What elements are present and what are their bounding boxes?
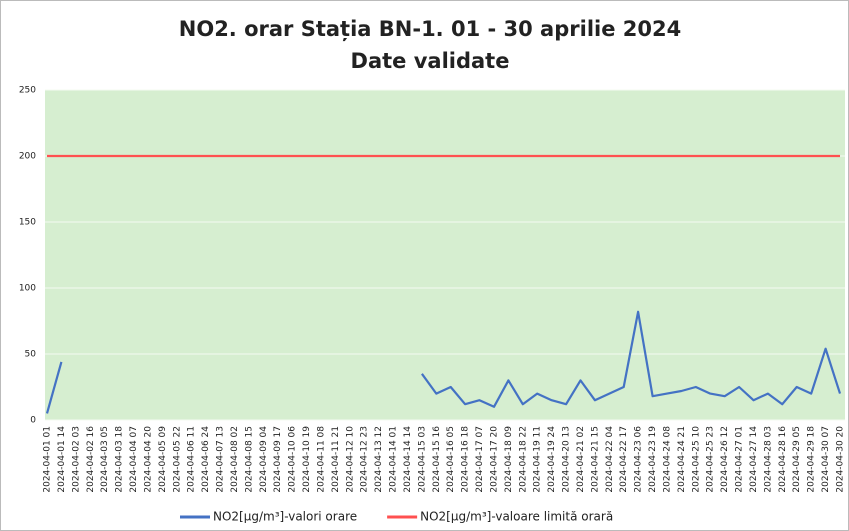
x-tick-label: 2024-04-30 07	[821, 426, 831, 493]
x-tick-label: 2024-04-15 03	[417, 426, 427, 493]
x-tick-label: 2024-04-21 15	[590, 426, 600, 493]
y-tick-label: 50	[25, 350, 37, 360]
x-tick-label: 2024-04-25 23	[706, 426, 716, 493]
x-tick-label: 2024-04-10 06	[288, 426, 298, 493]
x-tick-label: 2024-04-13 12	[374, 426, 384, 493]
x-tick-label: 2024-04-23 06	[634, 426, 644, 493]
x-tick-label: 2024-04-12 10	[345, 426, 355, 493]
y-tick-label: 200	[19, 152, 36, 162]
chart-title: NO2. orar Stația BN-1. 01 - 30 aprilie 2…	[179, 17, 681, 42]
x-tick-label: 2024-04-10 19	[302, 426, 312, 493]
x-tick-label: 2024-04-03 05	[100, 426, 110, 493]
x-tick-label: 2024-04-29 18	[807, 426, 817, 493]
x-tick-label: 2024-04-01 01	[43, 426, 53, 493]
data-line	[45, 361, 63, 414]
x-tick-label: 2024-04-19 24	[547, 426, 557, 493]
x-tick-label: 2024-04-06 11	[187, 426, 197, 493]
x-tick-label: 2024-04-29 05	[792, 426, 802, 493]
x-tick-label: 2024-04-27 14	[749, 426, 759, 493]
x-tick-label: 2024-04-11 21	[331, 426, 341, 493]
x-tick-label: 2024-04-18 09	[504, 426, 514, 493]
x-tick-label: 2024-04-21 02	[576, 426, 586, 493]
x-tick-label: 2024-04-04 20	[143, 426, 153, 493]
x-tick-label: 2024-04-09 17	[273, 426, 283, 493]
x-tick-label: 2024-04-28 03	[763, 426, 773, 493]
x-tick-label: 2024-04-09 04	[259, 426, 269, 493]
x-tick-label: 2024-04-05 09	[158, 426, 168, 493]
x-tick-label: 2024-04-12 23	[360, 426, 370, 493]
chart-subtitle: Date validate	[351, 49, 510, 73]
x-tick-label: 2024-04-16 18	[461, 426, 471, 493]
x-tick-label: 2024-04-19 11	[533, 426, 543, 493]
x-tick-label: 2024-04-20 13	[562, 426, 572, 493]
x-tick-label: 2024-04-22 04	[605, 426, 615, 493]
x-tick-label: 2024-04-27 01	[735, 426, 745, 493]
x-tick-label: 2024-04-22 17	[619, 426, 629, 493]
x-tick-label: 2024-04-06 24	[201, 426, 211, 493]
x-tick-label: 2024-04-11 08	[316, 426, 326, 493]
x-tick-label: 2024-04-23 19	[648, 426, 658, 493]
x-tick-label: 2024-04-18 22	[518, 426, 528, 493]
x-tick-label: 2024-04-30 20	[836, 426, 846, 493]
x-tick-label: 2024-04-17 07	[475, 426, 485, 493]
x-tick-label: 2024-04-08 15	[244, 426, 254, 493]
legend-label: NO2[µg/m³]-valoare limită orară	[420, 510, 613, 524]
legend-label: NO2[µg/m³]-valori orare	[213, 510, 357, 524]
x-tick-label: 2024-04-01 14	[57, 426, 67, 493]
x-tick-label: 2024-04-25 10	[691, 426, 701, 493]
x-tick-label: 2024-04-08 02	[230, 426, 240, 493]
x-tick-label: 2024-04-07 13	[216, 426, 226, 493]
x-tick-label: 2024-04-17 20	[489, 426, 499, 493]
x-tick-label: 2024-04-05 22	[172, 426, 182, 493]
y-tick-label: 250	[19, 86, 36, 96]
data-line	[421, 310, 842, 408]
y-tick-label: 150	[19, 218, 36, 228]
x-tick-label: 2024-04-03 18	[115, 426, 125, 493]
x-tick-label: 2024-04-24 21	[677, 426, 687, 493]
x-tick-label: 2024-04-14 14	[403, 426, 413, 493]
x-tick-label: 2024-04-28 16	[778, 426, 788, 493]
y-tick-label: 0	[30, 416, 36, 426]
x-tick-label: 2024-04-15 16	[432, 426, 442, 493]
x-tick-label: 2024-04-04 07	[129, 426, 139, 493]
x-tick-label: 2024-04-02 16	[86, 426, 96, 493]
y-tick-label: 100	[19, 284, 36, 294]
x-tick-label: 2024-04-02 03	[71, 426, 81, 493]
x-tick-label: 2024-04-14 01	[389, 426, 399, 493]
x-tick-label: 2024-04-26 12	[720, 426, 730, 493]
x-tick-label: 2024-04-24 08	[662, 426, 672, 493]
x-tick-label: 2024-04-16 05	[446, 426, 456, 493]
plot-area	[45, 90, 845, 420]
